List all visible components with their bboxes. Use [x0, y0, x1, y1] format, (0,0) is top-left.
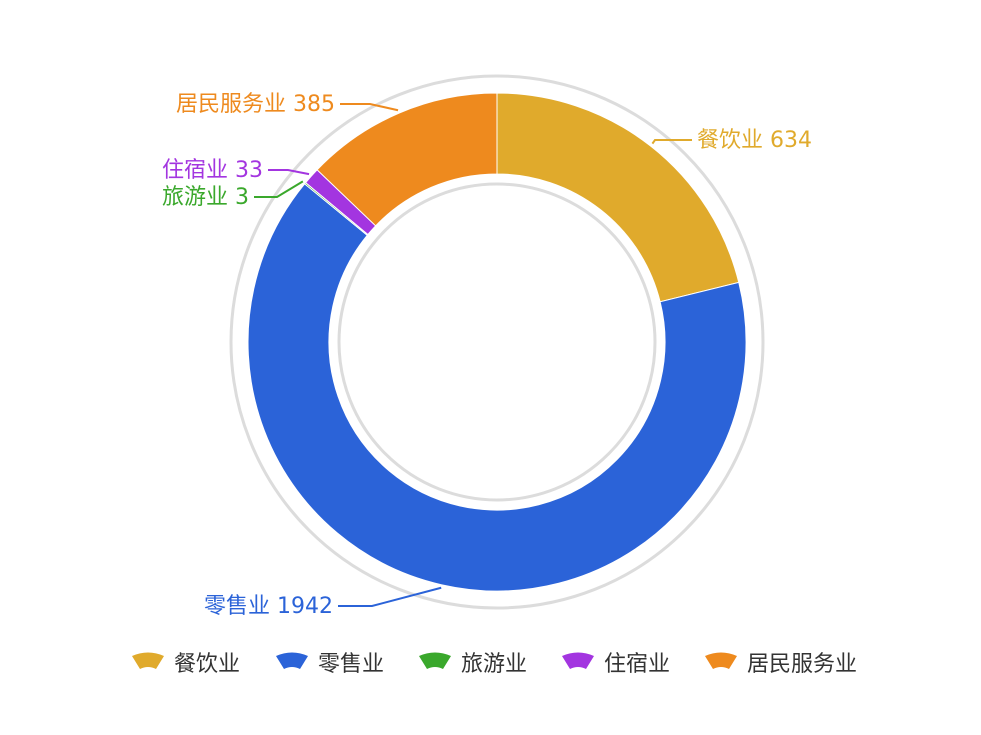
slices: [247, 92, 747, 592]
legend-label-series-0[interactable]: 餐饮业: [174, 652, 240, 677]
legend-label-series-1[interactable]: 零售业: [318, 652, 384, 677]
legend-label-series-2[interactable]: 旅游业: [461, 652, 527, 677]
leader-line-series-1: [338, 586, 442, 607]
leader-line-series-3: [268, 169, 310, 176]
data-label-series-0: 餐饮业 634: [697, 128, 812, 153]
legend-swatch-series-4[interactable]: [705, 652, 737, 670]
legend: 餐饮业 零售业 旅游业 住宿业 居民服务业: [132, 652, 857, 677]
slice-series-1[interactable]: [247, 183, 747, 592]
legend-label-series-4[interactable]: 居民服务业: [747, 652, 857, 677]
legend-swatch-series-0[interactable]: [132, 652, 164, 670]
leader-line-series-4: [340, 103, 399, 112]
slice-series-0[interactable]: [496, 92, 740, 303]
leader-line-series-2: [254, 180, 304, 198]
legend-swatch-series-1[interactable]: [276, 652, 308, 670]
legend-swatch-series-3[interactable]: [562, 652, 594, 670]
data-label-series-4: 居民服务业 385: [176, 92, 335, 117]
legend-swatch-series-2[interactable]: [419, 652, 451, 670]
data-label-series-3: 住宿业 33: [162, 158, 263, 183]
outer-ring: [229, 74, 765, 610]
data-label-series-2: 旅游业 3: [162, 185, 249, 210]
leader-line-series-0: [651, 139, 692, 145]
slice-series-4[interactable]: [316, 92, 498, 227]
inner-ring: [337, 182, 657, 502]
legend-label-series-3[interactable]: 住宿业: [604, 652, 670, 677]
data-label-series-1: 零售业 1942: [204, 594, 333, 619]
